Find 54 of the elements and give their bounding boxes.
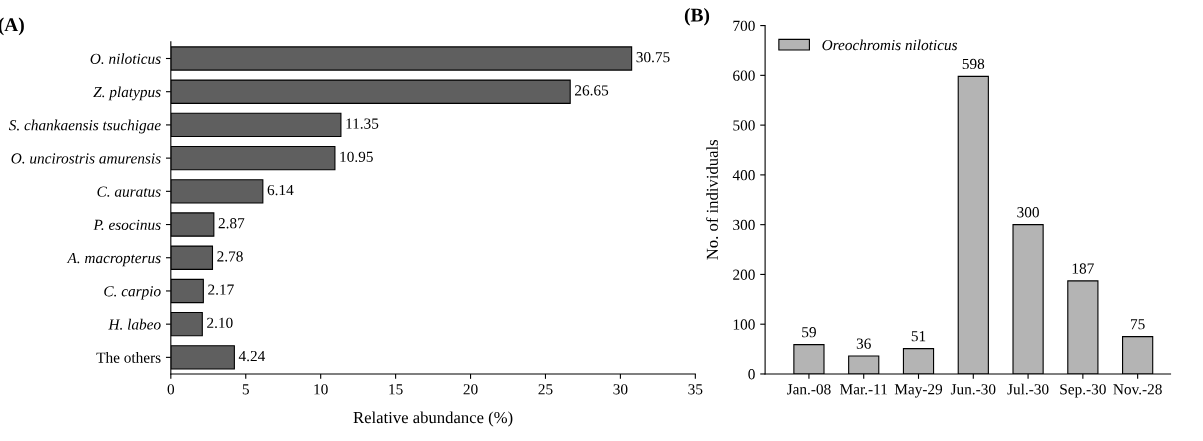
- data-label: 598: [962, 58, 985, 70]
- legend-label: Oreochromis niloticus: [822, 39, 958, 51]
- y-tick-label: C. auratus: [97, 186, 161, 197]
- data-label: 2.10: [207, 317, 233, 329]
- y-axis-title: No. of individuals: [706, 139, 719, 260]
- x-tick-label: Mar.-11: [840, 384, 887, 395]
- x-tick-label: 35: [688, 384, 703, 395]
- data-label: 51: [911, 331, 926, 342]
- x-tick-label: Jan.-08: [786, 384, 831, 395]
- data-label: 6.14: [267, 184, 294, 196]
- x-tick-label: 15: [389, 384, 403, 395]
- x-tick-label: May-29: [894, 384, 943, 398]
- x-tick-label: 10: [314, 384, 328, 395]
- x-tick-label: 20: [463, 384, 478, 395]
- chart-title: (B): [684, 7, 710, 26]
- y-tick-label: 600: [733, 70, 755, 81]
- data-label: 187: [1072, 263, 1094, 274]
- data-label: 26.65: [575, 85, 609, 96]
- y-tick-label: 400: [732, 170, 755, 181]
- y-tick-label: 200: [733, 269, 755, 280]
- x-tick-label: Jun.-30: [950, 384, 996, 395]
- data-label: 36: [856, 338, 871, 349]
- data-label: 10.95: [340, 151, 373, 163]
- y-tick-label: 300: [733, 219, 755, 231]
- y-tick-label: 100: [733, 319, 755, 330]
- y-tick-label: O. niloticus: [90, 53, 161, 65]
- data-label: 30.75: [636, 52, 670, 63]
- y-tick-label: H. labeo: [108, 318, 161, 330]
- y-tick-label: S. chankaensis tsuchigae: [8, 119, 161, 134]
- x-axis-title: Relative abundance (%): [353, 411, 513, 427]
- data-label: 4.24: [238, 350, 266, 362]
- y-tick-label: A. macropterus: [66, 252, 161, 267]
- y-tick-label: O. uncirostris amurensis: [11, 153, 161, 164]
- x-tick-label: Sep.-30: [1060, 384, 1106, 398]
- y-tick-label: The others: [96, 352, 161, 363]
- y-tick-label: Z. platypus: [93, 86, 161, 101]
- data-label: 59: [802, 327, 816, 338]
- y-tick-label: P. esocinus: [93, 219, 161, 231]
- x-tick-label: 30: [613, 384, 628, 395]
- x-tick-label: 0: [167, 384, 175, 395]
- x-tick-label: Jul.-30: [1007, 383, 1049, 395]
- x-tick-label: 25: [538, 384, 553, 395]
- data-label: 75: [1131, 319, 1145, 330]
- data-label: 2.87: [218, 218, 245, 229]
- y-tick-label: 500: [733, 120, 755, 131]
- x-tick-label: Nov.-28: [1113, 384, 1162, 395]
- y-tick-label: C. carpio: [104, 286, 161, 300]
- y-tick-label: 700: [733, 20, 755, 32]
- data-label: 300: [1017, 207, 1039, 218]
- data-label: 2.17: [208, 284, 234, 295]
- data-label: 2.78: [217, 251, 243, 262]
- data-label: 11.35: [346, 118, 379, 129]
- x-tick-label: 5: [242, 384, 249, 395]
- y-tick-label: 0: [748, 369, 755, 380]
